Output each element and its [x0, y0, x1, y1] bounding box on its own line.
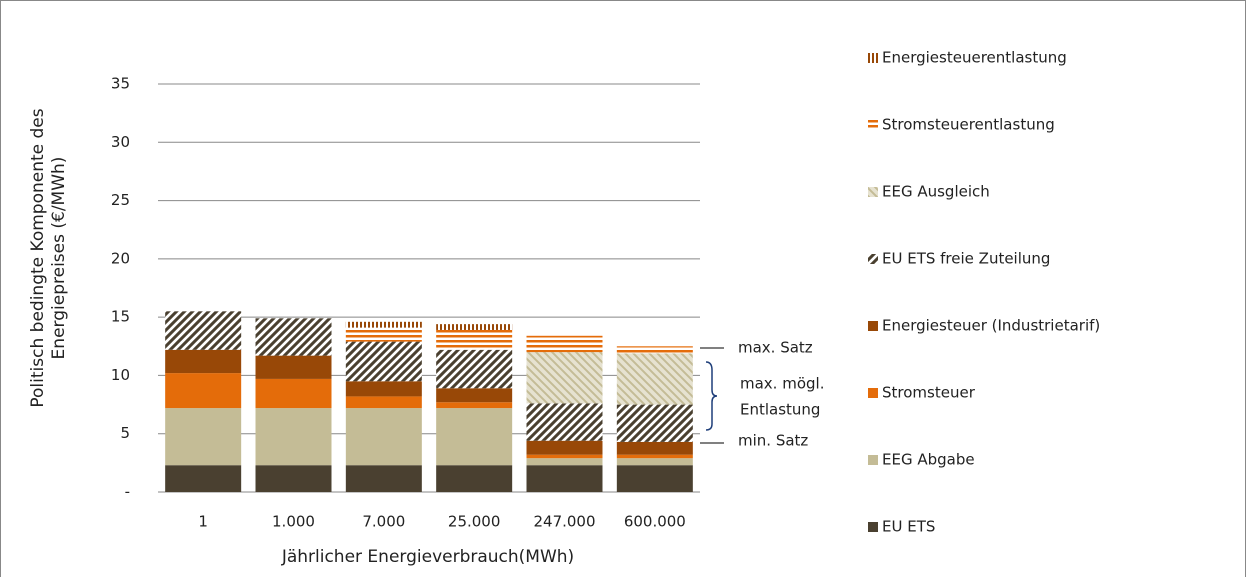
y-tick-label: 35	[111, 75, 130, 93]
legend-swatch	[868, 120, 878, 130]
legend-label: Stromsteuer	[882, 384, 976, 402]
legend-label: EEG Abgabe	[882, 451, 975, 469]
bar-segment	[165, 373, 242, 409]
bar-segment	[436, 402, 513, 409]
bar-segment	[436, 324, 513, 330]
bar-segment	[345, 465, 422, 492]
bar-segment	[255, 408, 332, 466]
bar-segment	[345, 408, 422, 466]
y-axis-label-line: Politisch bedingte Komponente des	[28, 108, 48, 407]
bar-segment	[345, 381, 422, 397]
bar-segment	[255, 355, 332, 379]
legend-swatch	[868, 388, 878, 398]
legend-swatch	[868, 522, 878, 532]
legend-label: Energiesteuer (Industrietarif)	[882, 317, 1100, 335]
y-tick-label: 20	[111, 249, 130, 267]
x-tick-label: 247.000	[533, 513, 595, 531]
x-tick-label: 1.000	[272, 513, 315, 531]
legend-label: Energiesteuerentlastung	[882, 49, 1067, 67]
bar-segment	[345, 341, 422, 382]
bar-segment	[436, 408, 513, 466]
bar-segment	[526, 440, 603, 455]
x-tick-label: 1	[198, 513, 208, 531]
y-tick-label: 25	[111, 191, 130, 209]
bar-segment	[255, 378, 332, 409]
y-tick-label: 30	[111, 133, 130, 151]
bar-segment	[616, 346, 693, 354]
bar-segment	[255, 318, 332, 356]
bar-segment	[345, 396, 422, 409]
bar-segment	[165, 465, 242, 492]
bar-segment	[616, 465, 693, 492]
bar-segment	[526, 465, 603, 492]
bar-segment	[165, 311, 242, 350]
annotation: max. mögl.	[740, 375, 824, 393]
bar-segment	[526, 403, 603, 441]
x-axis-label: Jährlicher Energieverbrauch(MWh)	[281, 547, 574, 567]
bar-segment	[616, 458, 693, 466]
bar-segment	[616, 404, 693, 442]
bar-segment	[165, 349, 242, 374]
bar-segment	[436, 329, 513, 350]
legend-label: Stromsteuerentlastung	[882, 116, 1055, 134]
y-tick-label: 15	[111, 308, 130, 326]
bar-segment	[436, 465, 513, 492]
bar-segment	[526, 335, 603, 353]
x-tick-label: 600.000	[624, 513, 686, 531]
y-tick-label: 5	[120, 424, 130, 442]
x-tick-label: 7.000	[362, 513, 405, 531]
legend-label: EU ETS	[882, 518, 935, 536]
bar-segment	[526, 454, 603, 459]
bar-segment	[345, 321, 422, 328]
legend-swatch	[868, 187, 878, 197]
legend-swatch	[868, 53, 878, 63]
x-tick-label: 25.000	[448, 513, 501, 531]
y-tick-label: -	[125, 483, 130, 501]
bar-segment	[616, 353, 693, 405]
legend-swatch	[868, 455, 878, 465]
legend-label: EEG Ausgleich	[882, 183, 990, 201]
bar-segment	[526, 352, 603, 404]
legend-swatch	[868, 254, 878, 264]
bar-segment	[436, 388, 513, 403]
y-axis-label-line: Energiepreises (€/MWh)	[49, 157, 69, 360]
bar-segment	[436, 349, 513, 389]
bar-segment	[345, 327, 422, 342]
legend-label: EU ETS freie Zuteilung	[882, 250, 1050, 268]
bar-segment	[165, 408, 242, 466]
bar-segment	[616, 441, 693, 455]
bar-segment	[255, 465, 332, 492]
y-tick-label: 10	[111, 366, 130, 384]
annotation: min. Satz	[738, 432, 808, 450]
y-axis-label: Politisch bedingte Komponente desEnergie…	[28, 108, 69, 407]
annotation: Entlastung	[740, 401, 820, 419]
annotation: max. Satz	[738, 339, 813, 357]
legend-swatch	[868, 321, 878, 331]
bar-segment	[616, 454, 693, 459]
annotation-brace	[705, 361, 718, 431]
bar-segment	[526, 458, 603, 466]
